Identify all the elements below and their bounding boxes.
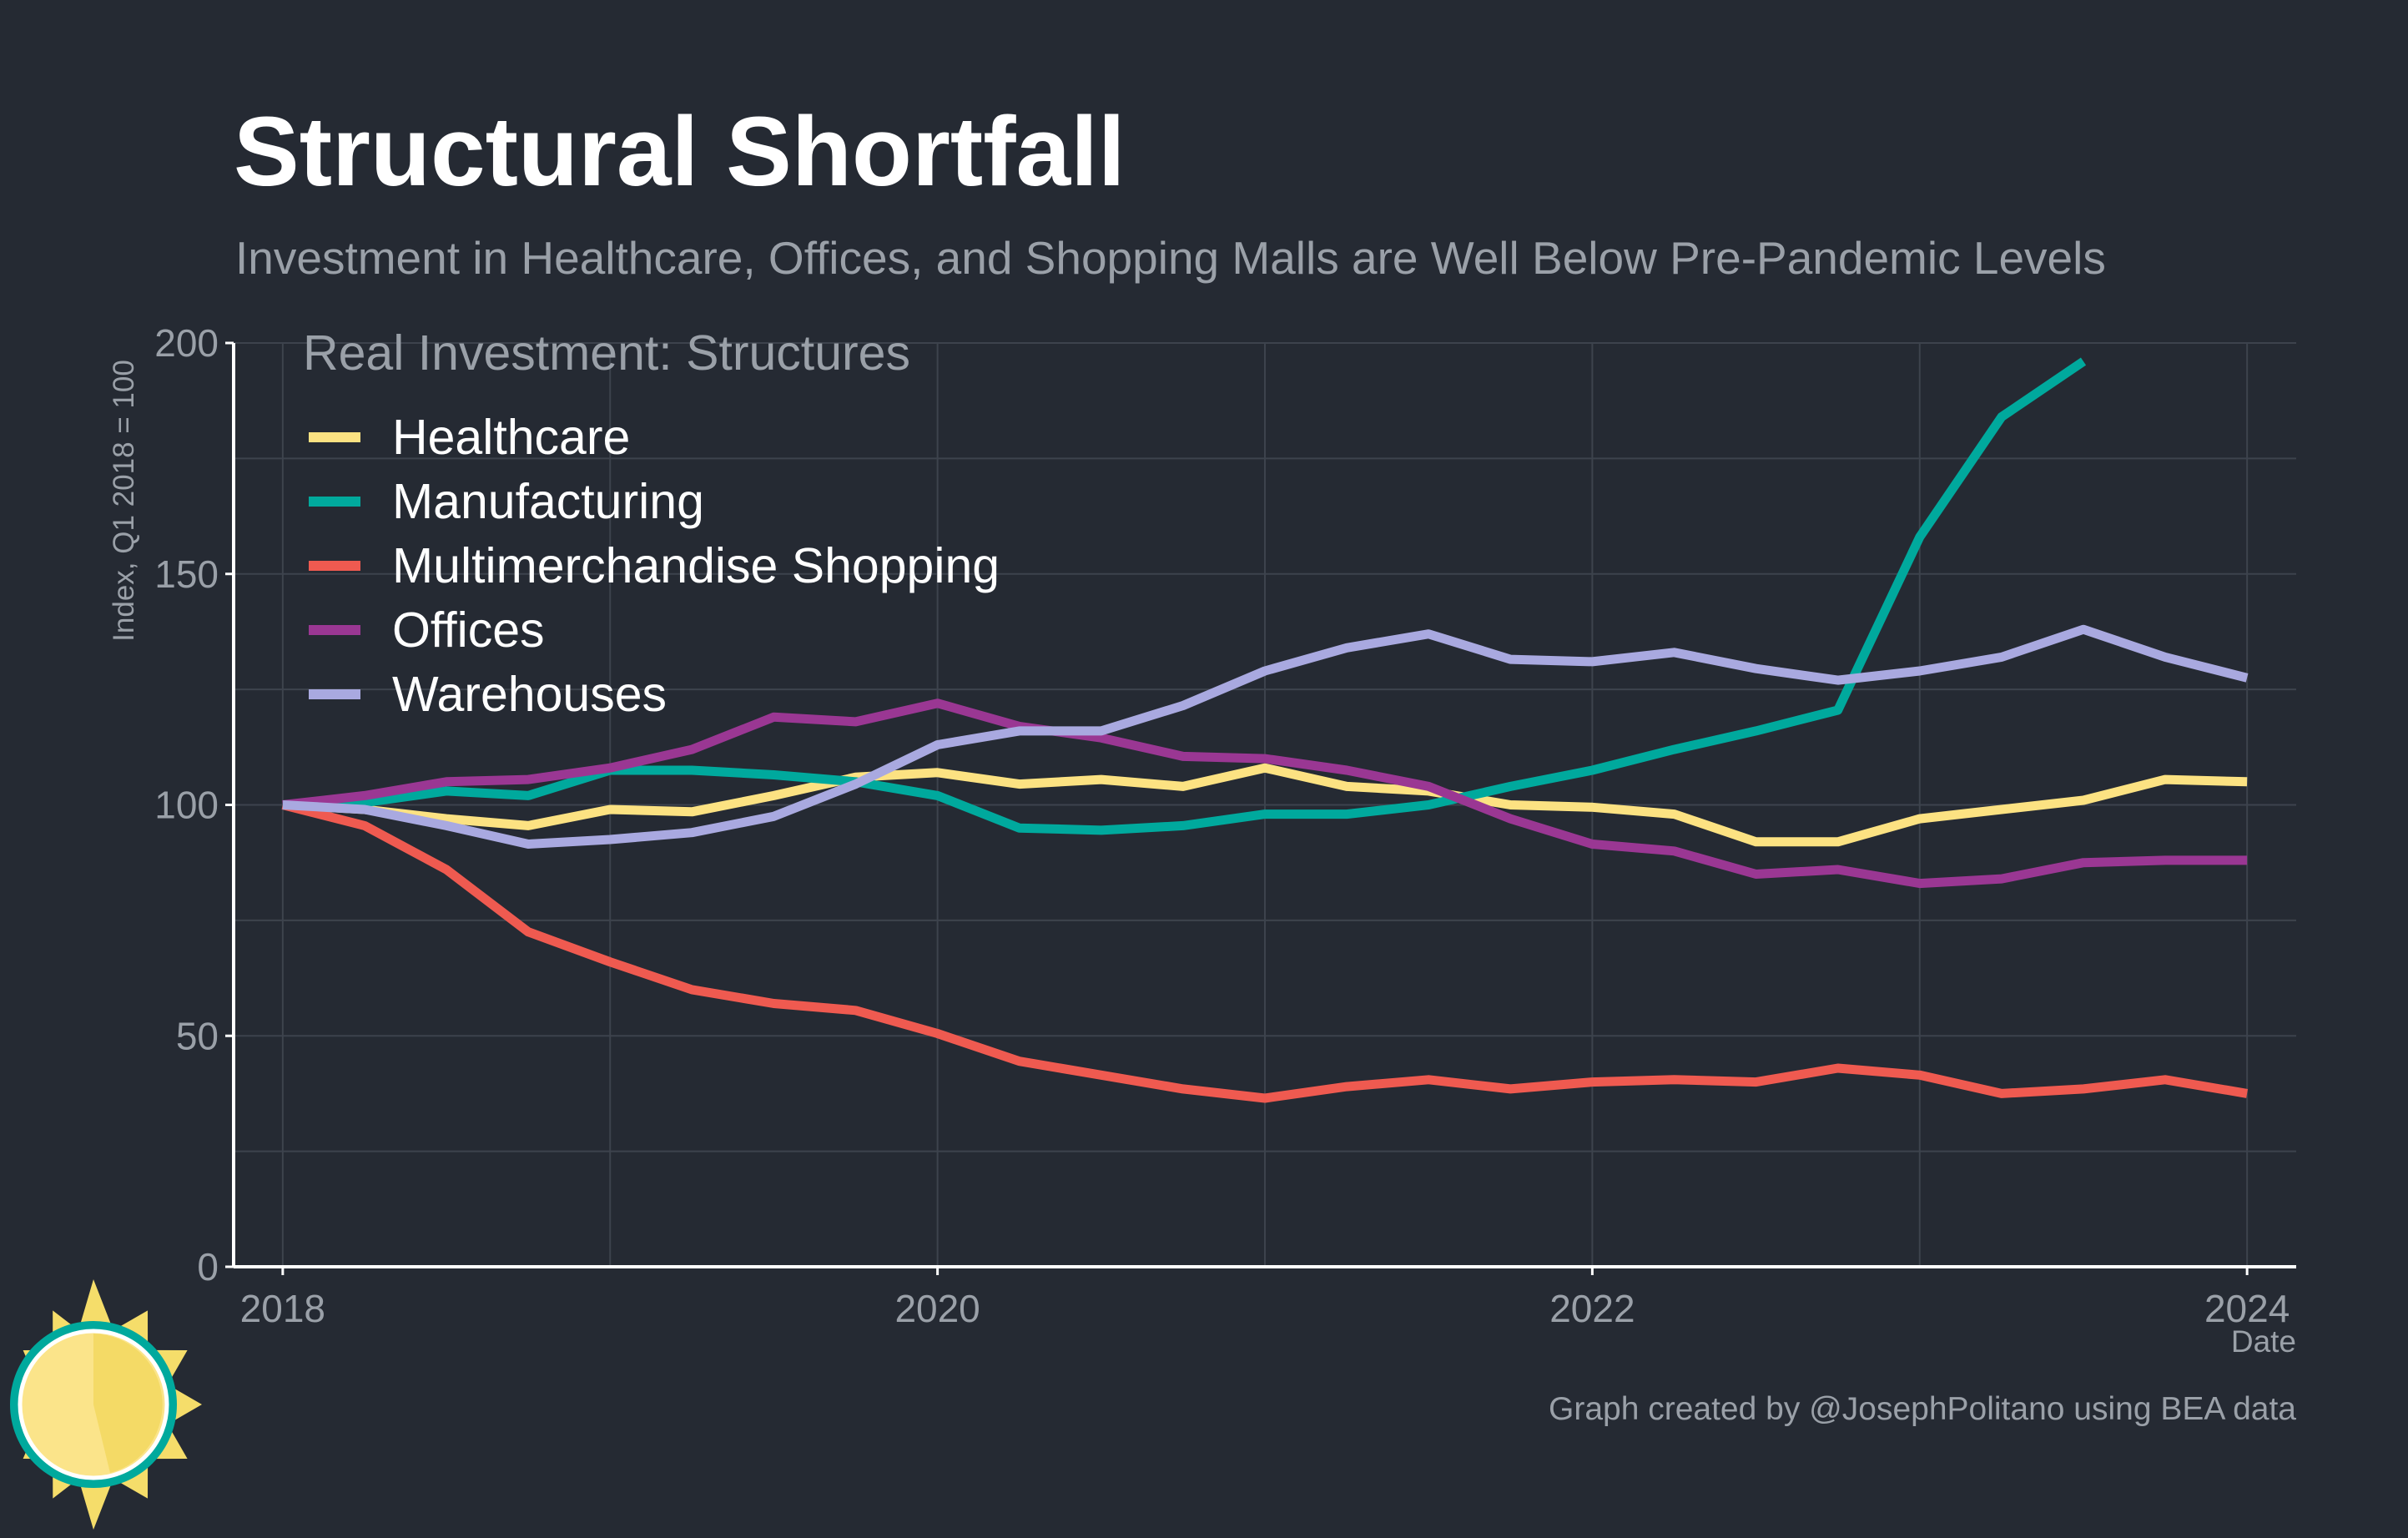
- y-tick-label: 50: [176, 1014, 219, 1057]
- legend-label-multimerchandise-shopping: Multimerchandise Shopping: [392, 538, 1000, 593]
- legend-label-manufacturing: Manufacturing: [392, 474, 704, 529]
- series-line-multimerchandise-shopping: [281, 800, 2249, 1103]
- legend-label-healthcare: Healthcare: [392, 410, 630, 465]
- chart-subtitle: Investment in Healthcare, Offices, and S…: [235, 232, 2106, 284]
- y-tick-label: 150: [154, 552, 219, 596]
- legend: Real Investment: Structures Healthcare Ma…: [303, 325, 1000, 722]
- chart-title: Structural Shortfall: [234, 97, 1126, 207]
- source-caption: Graph created by @JosephPolitano using B…: [1549, 1391, 2296, 1427]
- y-tick-label: 0: [197, 1245, 219, 1288]
- y-tick-label: 200: [154, 321, 219, 365]
- legend-title: Real Investment: Structures: [303, 325, 910, 381]
- x-tick-label: 2020: [894, 1287, 980, 1330]
- x-tick-label: 2018: [240, 1287, 325, 1330]
- series-line-healthcare: [282, 763, 2248, 847]
- x-axis-label: Date: [2231, 1324, 2296, 1359]
- sun-shade: [93, 1334, 163, 1473]
- series-line-offices: [282, 698, 2248, 889]
- legend-label-warehouses: Warehouses: [392, 667, 667, 722]
- y-axis-label: Index, Q1 2018 = 100: [108, 360, 140, 642]
- series-line-warehouses: [282, 624, 2249, 849]
- legend-label-offices: Offices: [392, 603, 545, 658]
- series-lines: [281, 357, 2249, 1103]
- series-line-manufacturing: [282, 357, 2087, 835]
- tick-labels: 0 50 100 150 200 2018 2020 2022 2024: [154, 321, 2290, 1330]
- x-tick-label: 2022: [1549, 1287, 1635, 1330]
- sun-icon: [10, 1279, 202, 1530]
- x-tick-label: 2024: [2204, 1287, 2290, 1330]
- y-tick-label: 100: [154, 784, 219, 827]
